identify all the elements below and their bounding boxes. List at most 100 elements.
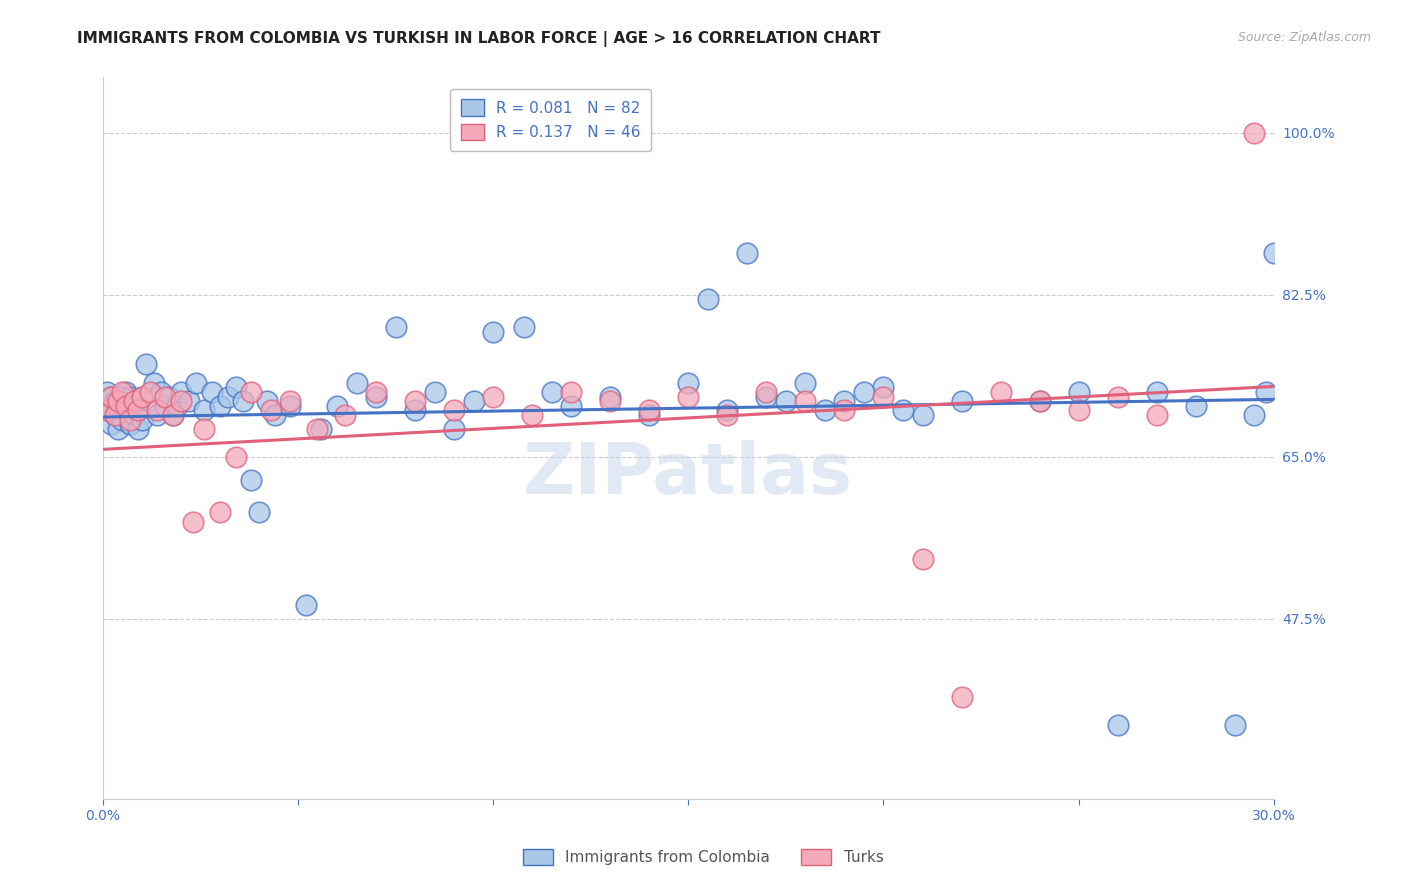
Point (513, 320, 536, 334)
Point (263, 408, 285, 422)
Point (1028, 394, 1050, 409)
Point (208, 505, 231, 519)
Point (100, 417, 122, 432)
Point (735, 246, 758, 260)
Point (115, 384, 138, 399)
Point (716, 408, 738, 422)
Point (482, 325, 505, 339)
Point (111, 413, 134, 427)
Point (120, 390, 142, 404)
Point (170, 394, 193, 409)
Point (775, 394, 797, 409)
Point (225, 380, 247, 394)
Point (638, 403, 661, 417)
Point (131, 413, 153, 427)
Point (990, 384, 1012, 399)
Point (107, 422, 129, 436)
Point (135, 357, 157, 371)
Point (1028, 394, 1050, 409)
Point (120, 417, 142, 432)
Point (794, 376, 817, 390)
Point (1184, 399, 1206, 413)
Point (794, 394, 817, 409)
Point (259, 403, 281, 417)
Point (120, 413, 142, 427)
Point (443, 422, 465, 436)
Point (107, 394, 129, 409)
Point (115, 399, 138, 413)
Point (146, 403, 169, 417)
Point (166, 399, 188, 413)
Point (193, 403, 215, 417)
Text: Source: ZipAtlas.com: Source: ZipAtlas.com (1237, 31, 1371, 45)
Point (950, 690, 973, 705)
Point (346, 376, 368, 390)
Point (311, 422, 333, 436)
Point (103, 408, 125, 422)
Point (1243, 408, 1265, 422)
Legend: R = 0.081   N = 82, R = 0.137   N = 46: R = 0.081 N = 82, R = 0.137 N = 46 (450, 88, 651, 151)
Point (891, 403, 914, 417)
Point (208, 399, 231, 413)
Point (1067, 384, 1090, 399)
Point (384, 320, 406, 334)
Point (755, 390, 778, 404)
Point (127, 403, 149, 417)
Point (111, 390, 134, 404)
Point (755, 384, 778, 399)
Point (131, 390, 153, 404)
Point (872, 390, 894, 404)
Point (162, 408, 184, 422)
Point (103, 408, 125, 422)
Point (115, 403, 138, 417)
Point (950, 394, 973, 409)
Point (560, 399, 582, 413)
Point (96, 403, 118, 417)
Point (96, 384, 118, 399)
Point (678, 376, 700, 390)
Point (814, 403, 837, 417)
Point (423, 384, 446, 399)
Point (638, 408, 661, 422)
Text: IMMIGRANTS FROM COLOMBIA VS TURKISH IN LABOR FORCE | AGE > 16 CORRELATION CHART: IMMIGRANTS FROM COLOMBIA VS TURKISH IN L… (77, 31, 880, 47)
Point (232, 394, 254, 409)
Point (96, 403, 118, 417)
Point (1146, 408, 1168, 422)
Legend: Immigrants from Colombia, Turks: Immigrants from Colombia, Turks (516, 843, 890, 871)
Point (155, 399, 177, 413)
Point (1107, 718, 1129, 732)
Point (193, 422, 215, 436)
Point (142, 376, 165, 390)
Point (240, 384, 263, 399)
Point (678, 390, 700, 404)
Point (256, 394, 278, 409)
Point (599, 394, 621, 409)
Point (278, 394, 301, 409)
Point (364, 390, 387, 404)
Point (146, 408, 169, 422)
Point (294, 598, 316, 612)
Point (1254, 384, 1277, 399)
Point (201, 384, 224, 399)
Point (127, 403, 149, 417)
Point (716, 403, 738, 417)
Point (364, 384, 387, 399)
Point (463, 394, 485, 409)
Point (278, 399, 301, 413)
Point (103, 394, 125, 409)
Point (138, 384, 160, 399)
Point (599, 390, 621, 404)
Point (1263, 246, 1285, 260)
Point (247, 505, 270, 519)
Point (131, 390, 153, 404)
Point (240, 473, 263, 487)
Point (1243, 126, 1265, 140)
Point (177, 394, 200, 409)
Point (404, 394, 426, 409)
Point (181, 515, 204, 529)
Point (1067, 403, 1090, 417)
Point (122, 408, 145, 422)
Point (100, 390, 122, 404)
Point (162, 408, 184, 422)
Point (1223, 718, 1246, 732)
